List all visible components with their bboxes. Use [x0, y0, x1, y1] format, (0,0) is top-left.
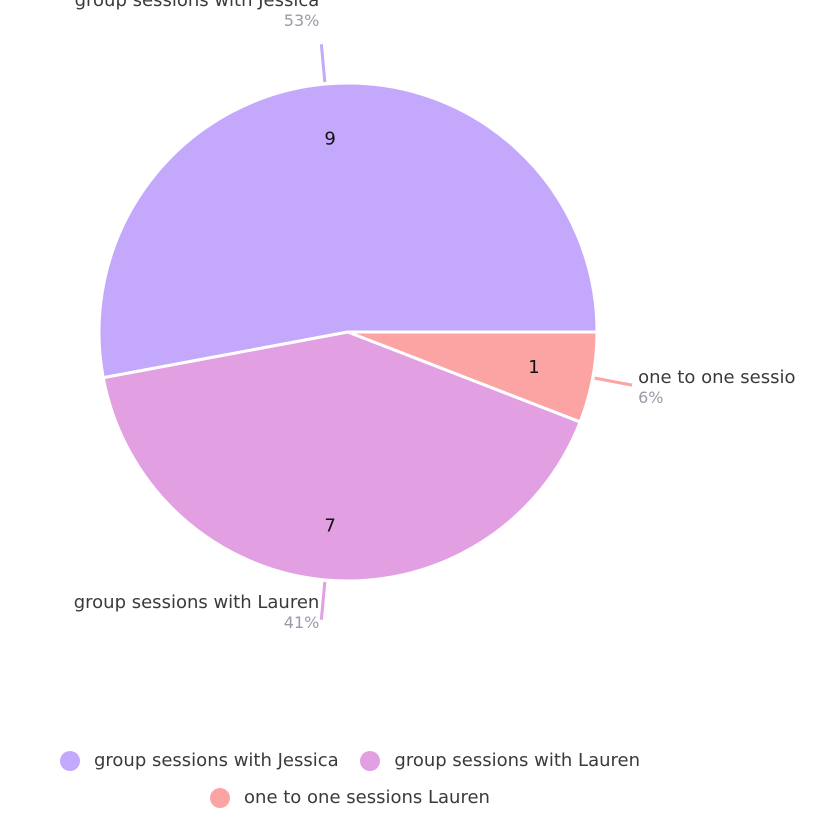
legend-item-one-to-one[interactable]: one to one sessions Lauren: [210, 782, 490, 814]
outer-label-lauren: group sessions with Lauren: [74, 592, 320, 613]
legend-item-lauren[interactable]: group sessions with Lauren: [360, 745, 640, 777]
leader-line-lauren: [319, 581, 327, 620]
pie-slice-jessica[interactable]: [97, 81, 599, 380]
legend-swatch-jessica: [59, 751, 80, 771]
outer-label-one-to-one: one to one sessio: [638, 367, 795, 388]
percent-label-jessica: 53%: [284, 11, 320, 30]
legend-item-jessica[interactable]: group sessions with Jessica: [59, 745, 339, 777]
legend-swatch-one-to-one: [210, 788, 231, 808]
legend-label-lauren: group sessions with Lauren: [394, 750, 641, 771]
pie-slice-lauren[interactable]: [101, 330, 582, 583]
value-label-one-to-one: 1: [528, 357, 539, 378]
outer-label-jessica: group sessions with Jessica: [75, 0, 320, 11]
percent-label-lauren: 41%: [284, 613, 320, 632]
legend-row-1: group sessions with Jessica group sessio…: [0, 745, 700, 782]
pie-slice-one-to-one[interactable]: [346, 330, 599, 424]
leader-line-jessica: [319, 44, 327, 83]
value-label-lauren: 7: [324, 515, 335, 536]
legend-label-jessica: group sessions with Jessica: [93, 750, 339, 771]
legend-row-2: one to one sessions Lauren: [0, 782, 700, 819]
legend: group sessions with Jessica group sessio…: [0, 745, 700, 819]
legend-swatch-lauren: [360, 751, 381, 771]
legend-label-one-to-one: one to one sessions Lauren: [244, 787, 490, 808]
percent-label-one-to-one: 6%: [638, 388, 663, 407]
value-label-jessica: 9: [324, 129, 335, 150]
leader-line-one-to-one: [594, 376, 633, 387]
